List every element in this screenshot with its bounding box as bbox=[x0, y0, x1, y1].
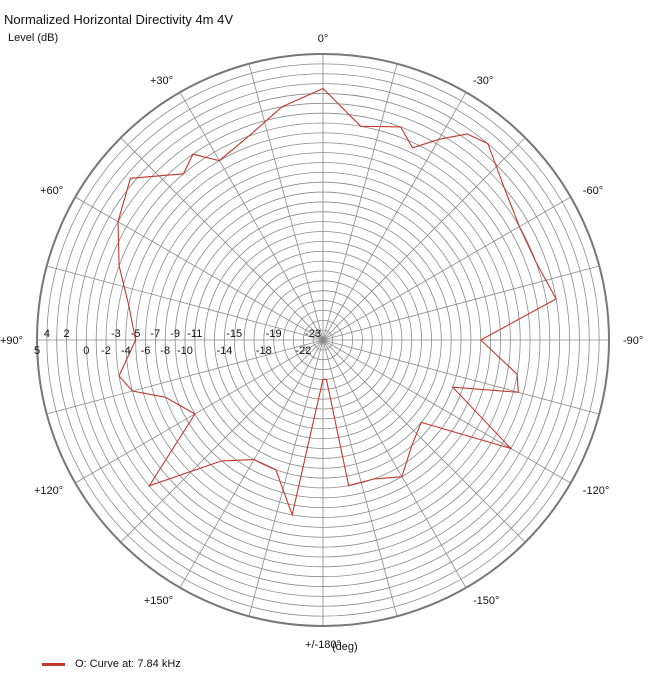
grid-radial bbox=[322, 137, 526, 341]
grid-radial bbox=[322, 339, 526, 543]
grid-radial bbox=[322, 339, 398, 617]
r-tick-label: -18 bbox=[256, 345, 272, 357]
angle-label: -120° bbox=[583, 485, 609, 497]
grid-radial bbox=[322, 63, 398, 341]
grid-radial bbox=[75, 196, 324, 341]
r-tick-label: -7 bbox=[150, 328, 160, 340]
r-tick-label: -23 bbox=[305, 328, 321, 340]
r-tick-label: -4 bbox=[121, 345, 131, 357]
r-tick-label: -15 bbox=[226, 328, 242, 340]
r-tick-label: 5 bbox=[34, 345, 40, 357]
legend: O: Curve at: 7.84 kHz bbox=[42, 658, 181, 670]
r-tick-label: -2 bbox=[101, 345, 111, 357]
label-layer: 0° -30° -60° -90° -120° -150° +/-180° +150° +120… bbox=[0, 33, 643, 651]
r-tick-label: 0 bbox=[83, 345, 89, 357]
grid-radial bbox=[248, 63, 324, 341]
r-tick-label: -14 bbox=[216, 345, 232, 357]
grid-radial bbox=[248, 339, 324, 617]
angle-label: 0° bbox=[318, 33, 329, 45]
grid-radial bbox=[179, 92, 324, 341]
angle-label: +90° bbox=[0, 335, 23, 347]
angle-label: -30° bbox=[473, 75, 493, 87]
grid-radial bbox=[120, 339, 324, 543]
grid-radial bbox=[120, 137, 324, 341]
grid-radial bbox=[322, 339, 571, 484]
angle-label: +60° bbox=[40, 185, 63, 197]
angle-label: +150° bbox=[144, 595, 173, 607]
legend-label: O: Curve at: 7.84 kHz bbox=[75, 658, 181, 670]
r-tick-label: -9 bbox=[170, 328, 180, 340]
angle-label: +120° bbox=[34, 485, 63, 497]
grid-radial bbox=[75, 339, 324, 484]
angle-unit-label: (deg) bbox=[332, 641, 358, 653]
grid-radial bbox=[322, 339, 600, 415]
r-axis-label: Level (dB) bbox=[8, 32, 59, 44]
r-tick-label: -8 bbox=[160, 345, 170, 357]
grid-radial bbox=[46, 265, 324, 341]
grid-radial bbox=[322, 196, 571, 341]
r-tick-label: -5 bbox=[131, 328, 141, 340]
angle-label: -90° bbox=[623, 335, 643, 347]
series-curve-0 bbox=[117, 87, 557, 517]
angle-label: -150° bbox=[473, 595, 499, 607]
r-tick-label: -10 bbox=[177, 345, 193, 357]
angle-label: +/-180° bbox=[305, 639, 341, 651]
r-tick-label: 2 bbox=[64, 328, 70, 340]
grid-radial bbox=[322, 339, 467, 588]
curve-layer bbox=[117, 87, 557, 517]
r-tick-label: -22 bbox=[295, 345, 311, 357]
grid-radial bbox=[322, 92, 467, 341]
angle-label: -60° bbox=[583, 185, 603, 197]
legend-swatch bbox=[42, 662, 65, 666]
grid-radial bbox=[322, 265, 600, 341]
r-tick-label: -6 bbox=[141, 345, 151, 357]
r-tick-label: -11 bbox=[187, 328, 202, 340]
chart-title: Normalized Horizontal Directivity 4m 4V bbox=[4, 12, 234, 27]
grid-radial bbox=[46, 339, 324, 415]
angle-label: +30° bbox=[150, 75, 173, 87]
r-tick-label: -19 bbox=[266, 328, 282, 340]
grid-radial bbox=[179, 339, 324, 588]
grid bbox=[36, 53, 610, 627]
r-tick-label: 4 bbox=[44, 328, 50, 340]
r-tick-label: -3 bbox=[111, 328, 121, 340]
